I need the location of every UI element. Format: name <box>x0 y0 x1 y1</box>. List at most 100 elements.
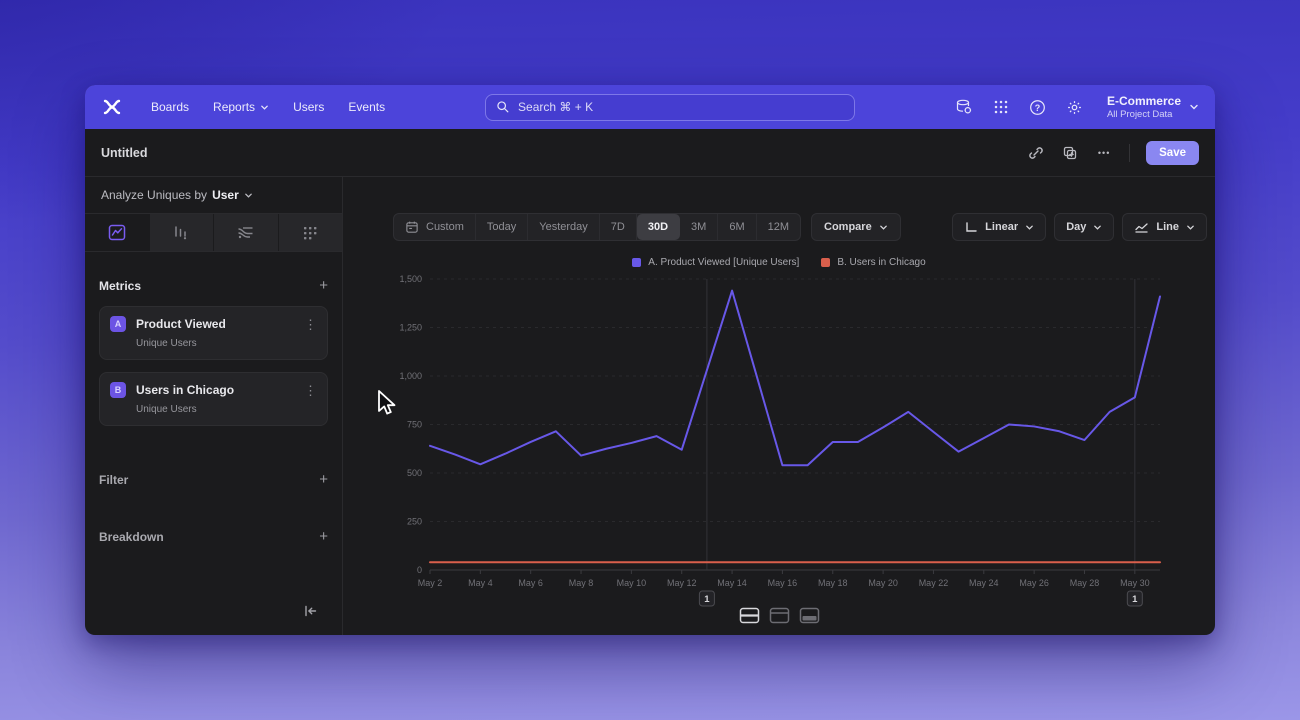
scale-button[interactable]: Linear <box>952 213 1047 241</box>
link-icon[interactable] <box>1027 144 1045 162</box>
query-sidebar: Analyze Uniques by User <box>85 177 343 635</box>
nav-item-boards[interactable]: Boards <box>151 100 190 114</box>
svg-text:May 26: May 26 <box>1019 578 1049 588</box>
chart-type-button[interactable]: Line <box>1122 213 1207 241</box>
legend-item-a[interactable]: A. Product Viewed [Unique Users] <box>632 257 799 268</box>
metric-subtitle: Unique Users <box>136 404 197 415</box>
kebab-menu-icon[interactable]: ⋮ <box>304 383 317 398</box>
svg-text:1,000: 1,000 <box>399 371 422 381</box>
chevron-down-icon <box>261 105 268 110</box>
tab-line-chart[interactable] <box>85 214 150 251</box>
view-toggle-chart[interactable] <box>769 607 790 624</box>
range-6m[interactable]: 6M <box>718 214 757 240</box>
svg-text:500: 500 <box>407 468 422 478</box>
svg-text:May 2: May 2 <box>418 578 443 588</box>
search-input[interactable]: Search ⌘ + K <box>485 93 856 121</box>
primary-nav: Boards Reports Users Events <box>151 100 385 114</box>
svg-text:1: 1 <box>704 594 710 605</box>
svg-text:750: 750 <box>407 420 422 430</box>
top-navbar: Boards Reports Users Events Search ⌘ + K… <box>85 85 1215 129</box>
search-placeholder: Search ⌘ + K <box>518 100 594 114</box>
apps-grid-icon[interactable] <box>992 98 1010 116</box>
metric-title: Users in Chicago <box>136 383 235 397</box>
range-today[interactable]: Today <box>476 214 529 240</box>
calendar-icon <box>406 221 418 233</box>
range-30d[interactable]: 30D <box>636 214 681 240</box>
tab-flow-chart[interactable] <box>214 214 279 251</box>
range-yesterday[interactable]: Yesterday <box>528 214 600 240</box>
range-custom[interactable]: Custom <box>394 214 476 240</box>
svg-text:May 24: May 24 <box>969 578 999 588</box>
add-metric-button[interactable]: + <box>319 277 328 294</box>
axis-icon <box>966 221 977 232</box>
chevron-down-icon <box>1094 225 1102 230</box>
svg-text:0: 0 <box>417 565 422 575</box>
svg-text:May 12: May 12 <box>667 578 697 588</box>
svg-text:May 20: May 20 <box>868 578 898 588</box>
help-icon[interactable]: ? <box>1029 98 1047 116</box>
settings-gear-icon[interactable] <box>1066 98 1084 116</box>
project-name: E-Commerce <box>1106 94 1181 108</box>
project-switcher[interactable]: E-Commerce All Project Data <box>1107 94 1199 120</box>
nav-item-reports[interactable]: Reports <box>213 100 269 114</box>
metric-badge-a: A <box>110 316 126 332</box>
metric-title: Product Viewed <box>136 317 226 331</box>
duplicate-icon[interactable] <box>1061 144 1079 162</box>
metric-card-a[interactable]: A Product Viewed Unique Users ⋮ <box>99 306 328 360</box>
kebab-menu-icon[interactable]: ⋮ <box>304 317 317 332</box>
legend-item-b[interactable]: B. Users in Chicago <box>821 257 926 268</box>
navbar-actions: ? E-Commerce All Project Data <box>955 94 1199 120</box>
line-chart[interactable]: 0 250 500 750 1,000 1,250 1,500 1 1 May 2 May 4 May… <box>385 267 1185 620</box>
report-title[interactable]: Untitled <box>101 145 148 160</box>
view-toggles <box>343 607 1215 624</box>
project-subtitle: All Project Data <box>1106 109 1173 120</box>
analyze-selector[interactable]: Analyze Uniques by User <box>85 177 342 214</box>
filter-section-header: Filter + <box>99 472 328 487</box>
add-breakdown-button[interactable]: + <box>319 528 328 545</box>
svg-text:May 4: May 4 <box>468 578 493 588</box>
svg-text:250: 250 <box>407 517 422 527</box>
chart-legend: A. Product Viewed [Unique Users] B. User… <box>343 257 1215 268</box>
save-button[interactable]: Save <box>1146 140 1199 165</box>
add-filter-button[interactable]: + <box>319 471 328 488</box>
toolbar-divider <box>1129 143 1131 162</box>
compare-button[interactable]: Compare <box>811 213 901 241</box>
tab-scatter-chart[interactable] <box>278 214 342 251</box>
svg-text:May 16: May 16 <box>768 578 798 588</box>
range-7d[interactable]: 7D <box>600 214 637 240</box>
analyze-label: Analyze Uniques by <box>101 188 208 202</box>
filter-label: Filter <box>99 472 129 487</box>
nav-item-users[interactable]: Users <box>293 100 325 114</box>
chevron-down-icon <box>1190 104 1198 110</box>
interval-button[interactable]: Day <box>1054 213 1115 241</box>
svg-text:1,500: 1,500 <box>399 274 422 284</box>
collapse-sidebar-icon[interactable] <box>303 604 318 623</box>
breakdown-section-header: Breakdown + <box>99 529 328 544</box>
svg-text:1,250: 1,250 <box>399 323 422 333</box>
chart-panel: Custom Today Yesterday 7D 30D 3M 6M 12M … <box>343 177 1215 635</box>
chevron-down-icon <box>879 225 887 230</box>
range-12m[interactable]: 12M <box>767 221 790 233</box>
date-range-group: Custom Today Yesterday 7D 30D 3M 6M 12M <box>393 213 802 241</box>
metric-card-b[interactable]: B Users in Chicago Unique Users ⋮ <box>99 372 328 426</box>
range-3m[interactable]: 3M <box>680 214 719 240</box>
svg-text:May 14: May 14 <box>717 578 747 588</box>
more-options-icon[interactable]: ••• <box>1097 147 1111 158</box>
data-management-icon[interactable] <box>955 98 973 116</box>
legend-swatch-b <box>821 258 831 267</box>
svg-text:May 10: May 10 <box>617 578 647 588</box>
tab-bar-chart[interactable] <box>149 214 214 251</box>
view-toggle-table[interactable] <box>799 607 820 624</box>
metric-subtitle: Unique Users <box>136 338 197 349</box>
scatter-icon <box>303 226 317 239</box>
breakdown-label: Breakdown <box>99 529 164 544</box>
flow-chart-icon <box>238 227 253 239</box>
report-toolbar: Untitled ••• Save <box>85 129 1215 177</box>
mixpanel-logo-icon[interactable] <box>101 96 123 118</box>
metrics-section-header: Metrics + <box>99 278 328 293</box>
metric-badge-b: B <box>110 382 126 398</box>
app-window: Boards Reports Users Events Search ⌘ + K… <box>85 85 1215 635</box>
line-chart-icon <box>108 224 125 241</box>
nav-item-events[interactable]: Events <box>348 100 386 114</box>
view-toggle-split[interactable] <box>739 607 760 624</box>
